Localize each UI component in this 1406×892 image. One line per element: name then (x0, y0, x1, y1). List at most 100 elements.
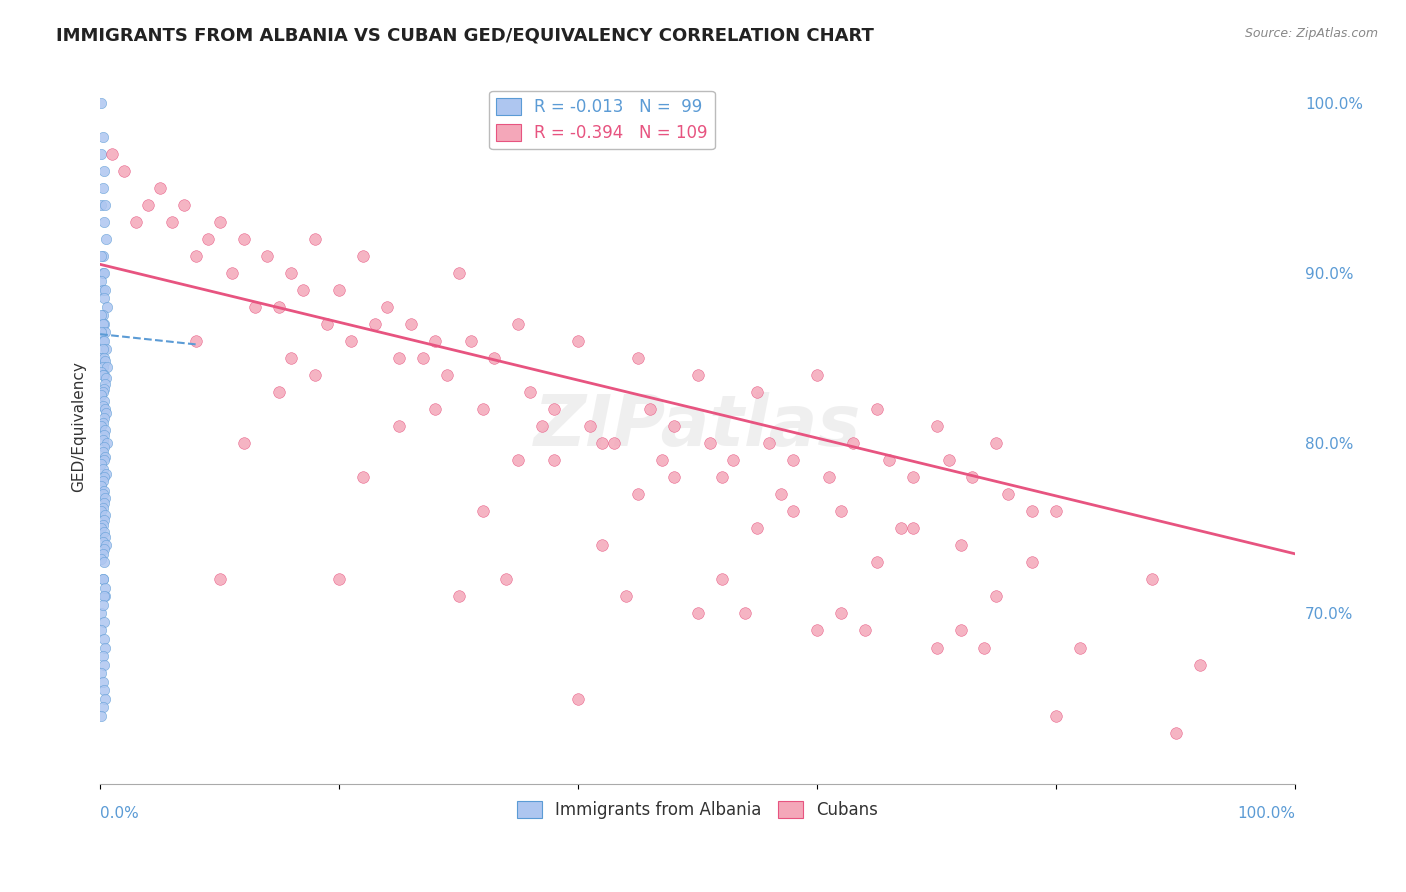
Point (412, 351, 434, 365)
Point (93, 317, 115, 331)
Point (949, 538, 972, 552)
Point (962, 470, 984, 484)
Point (94, 354, 117, 368)
Point (662, 419, 685, 434)
Point (423, 334, 446, 348)
Point (93, 163, 115, 178)
Point (94, 640, 117, 655)
Text: IMMIGRANTS FROM ALBANIA VS CUBAN GED/EQUIVALENCY CORRELATION CHART: IMMIGRANTS FROM ALBANIA VS CUBAN GED/EQU… (56, 27, 875, 45)
Point (938, 453, 960, 467)
Point (91, 474, 114, 488)
Point (90, 95, 112, 110)
Point (91, 129, 114, 144)
Point (328, 283, 350, 297)
Point (94, 326, 117, 340)
Point (723, 453, 745, 467)
Point (495, 573, 517, 587)
Point (94, 467, 117, 481)
Point (91, 343, 114, 357)
Point (531, 419, 554, 434)
Point (710, 470, 733, 484)
Point (93, 615, 115, 629)
Point (280, 351, 302, 365)
Point (91, 283, 114, 297)
Point (232, 232, 254, 246)
Point (352, 249, 374, 263)
Point (686, 607, 709, 621)
Point (93, 393, 115, 408)
Point (197, 232, 219, 246)
Point (94, 538, 117, 552)
Point (93, 368, 115, 382)
Point (90, 274, 112, 288)
Point (866, 555, 889, 569)
Point (997, 487, 1019, 501)
Point (627, 351, 650, 365)
Point (423, 402, 446, 417)
Point (94, 402, 117, 417)
Point (94, 450, 117, 464)
Point (208, 573, 231, 587)
Point (94, 343, 117, 357)
Point (93, 351, 115, 365)
Point (91, 180, 114, 194)
Point (93, 453, 115, 467)
Point (91, 249, 114, 263)
Point (699, 436, 721, 450)
Point (93, 334, 115, 348)
Point (91, 416, 114, 430)
Point (90, 708, 112, 723)
Point (94, 232, 117, 246)
Point (328, 573, 350, 587)
Point (614, 590, 637, 604)
Point (770, 487, 793, 501)
Point (304, 368, 326, 382)
Point (627, 487, 650, 501)
Point (375, 300, 398, 314)
Point (484, 351, 506, 365)
Point (806, 624, 828, 638)
Point (94, 423, 117, 437)
Point (91, 266, 114, 280)
Point (94, 590, 117, 604)
Point (91, 309, 114, 323)
Point (925, 419, 948, 434)
Text: 100.0%: 100.0% (1237, 806, 1295, 822)
Point (90, 146, 112, 161)
Point (173, 198, 195, 212)
Point (1045, 708, 1067, 723)
Point (543, 402, 565, 417)
Point (567, 691, 589, 706)
Point (93, 266, 115, 280)
Point (90, 388, 112, 402)
Point (93, 555, 115, 569)
Point (651, 453, 673, 467)
Point (91, 368, 114, 382)
Point (91, 317, 114, 331)
Point (1188, 657, 1211, 672)
Point (94, 530, 117, 544)
Point (90, 365, 112, 379)
Point (90, 624, 112, 638)
Point (782, 504, 804, 518)
Point (1021, 555, 1043, 569)
Point (436, 368, 458, 382)
Y-axis label: GED/Equivalency: GED/Equivalency (72, 360, 86, 491)
Point (91, 359, 114, 374)
Point (508, 453, 530, 467)
Legend: Immigrants from Albania, Cubans: Immigrants from Albania, Cubans (510, 794, 886, 825)
Point (125, 215, 148, 229)
Point (901, 470, 924, 484)
Point (94, 371, 117, 385)
Point (292, 283, 315, 297)
Point (93, 470, 115, 484)
Point (93, 483, 115, 498)
Point (208, 215, 231, 229)
Point (747, 521, 769, 535)
Point (986, 590, 1008, 604)
Point (842, 436, 865, 450)
Point (136, 198, 159, 212)
Point (986, 436, 1008, 450)
Point (90, 607, 112, 621)
Point (591, 538, 613, 552)
